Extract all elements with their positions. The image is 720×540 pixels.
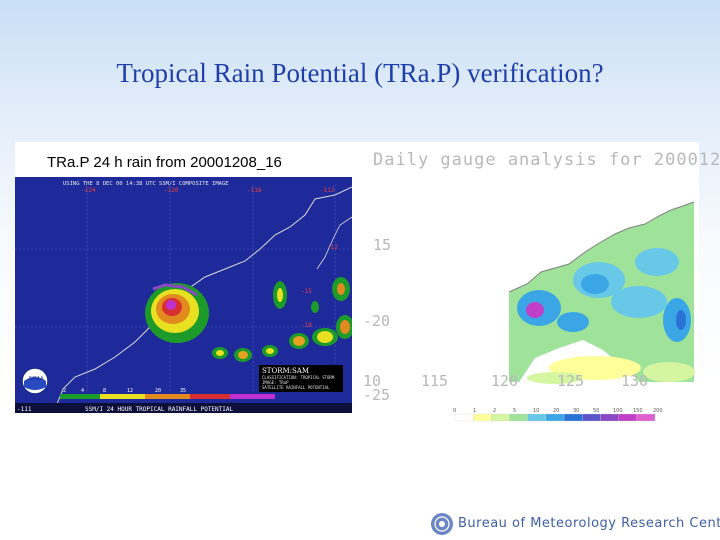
trap-satellite-image: USING THE 8 DEC 00 14:38 UTC SSM/I COMPO… [15, 177, 352, 413]
x-tick: 120 [491, 372, 518, 390]
trap-panel: TRa.P 24 h rain from 20001208_16 USING T… [15, 142, 352, 430]
x-tick: 130 [621, 372, 648, 390]
scale-swatch [527, 413, 547, 422]
rainfall-scale-ticks: 0 1 2 5 10 20 30 50 100 150 200 [453, 408, 663, 414]
scale-tick-label: 150 [633, 408, 643, 414]
slide-title: Tropical Rain Potential (TRa.P) verifica… [116, 58, 604, 88]
bom-globe-icon [431, 513, 453, 535]
scale-tick-label: 200 [653, 408, 663, 414]
scale-swatch [473, 413, 492, 422]
gauge-title: Daily gauge analysis for 20001208 [373, 150, 720, 170]
x-tick: 115 [421, 372, 448, 390]
scale-swatch [600, 413, 619, 422]
legend-tick: 4 [81, 388, 84, 394]
sat-header: USING THE 8 DEC 00 14:38 UTC SSM/I COMPO… [63, 181, 229, 187]
scale-tick-label: 2 [493, 408, 496, 414]
x-tick: 125 [557, 372, 584, 390]
rain-band-secondary [212, 277, 352, 362]
gauge-map: 15 -20 -25 10 115 120 125 130 0 1 2 5 10 20 30… [359, 172, 699, 422]
gauge-panel: Daily gauge analysis for 20001208 15 -20 [359, 142, 720, 430]
lon-label: -112 [320, 187, 335, 194]
scale-swatch [454, 413, 474, 422]
legend-tick: 2 [63, 388, 66, 394]
legend-tick: 20 [155, 388, 161, 394]
trap-footer: SSM/I 24 HOUR TROPICAL RAINFALL POTENTIA… [85, 406, 233, 413]
scale-swatch [491, 413, 510, 422]
rain-cluster-main [145, 283, 209, 343]
scale-tick-label: 50 [593, 408, 599, 414]
figure: TRa.P 24 h rain from 20001208_16 USING T… [15, 142, 720, 430]
x-tick: 10 [363, 372, 381, 390]
scale-tick-label: 20 [553, 408, 559, 414]
trap-footer-bar [15, 403, 352, 413]
lat-label: -12 [327, 244, 338, 251]
scale-tick-label: 10 [533, 408, 539, 414]
lon-label: -120 [164, 187, 179, 194]
storm-label: STORM:SAM [262, 367, 309, 375]
lat-label: -18 [301, 322, 312, 329]
scale-swatch [545, 413, 565, 422]
scale-swatch [636, 413, 656, 422]
legend-tick: 8 [103, 388, 106, 394]
lon-label: -124 [81, 187, 96, 194]
scale-tick-label: 100 [613, 408, 623, 414]
scale-swatch [582, 413, 601, 422]
scale-tick-label: 30 [573, 408, 579, 414]
legend-tick: 12 [127, 388, 133, 394]
storm-line: CLASSIFICATION: TROPICAL STORM [262, 375, 335, 380]
scale-swatch [618, 413, 637, 422]
footer-logo: Bureau of Meteorology Research Centre [430, 512, 720, 538]
scale-swatch [563, 413, 583, 422]
legend-tick: 35 [180, 388, 186, 394]
lat-label: -15 [301, 288, 312, 295]
trap-caption: TRa.P 24 h rain from 20001208_16 [47, 154, 282, 171]
storm-label-box [259, 365, 343, 392]
scale-swatch [509, 413, 528, 422]
y-tick: 15 [373, 236, 391, 254]
rainfall-color-scale [454, 413, 656, 422]
trap-corner: -111 [17, 406, 32, 413]
lon-label: -116 [247, 187, 262, 194]
scale-tick-label: 0 [453, 408, 456, 414]
noaa-logo-text: NOAA [29, 376, 44, 382]
trap-color-legend [60, 394, 275, 399]
scale-tick-label: 5 [513, 408, 516, 414]
org-name: Bureau of Meteorology Research Centre [458, 516, 720, 531]
scale-tick-label: 1 [473, 408, 476, 414]
coastline [54, 186, 352, 410]
y-tick: -20 [363, 312, 390, 330]
storm-line: SATELLITE RAINFALL POTENTIAL [262, 385, 330, 390]
y-tick: -25 [363, 386, 390, 404]
storm-line: IMAGE: TRaP [262, 380, 289, 385]
